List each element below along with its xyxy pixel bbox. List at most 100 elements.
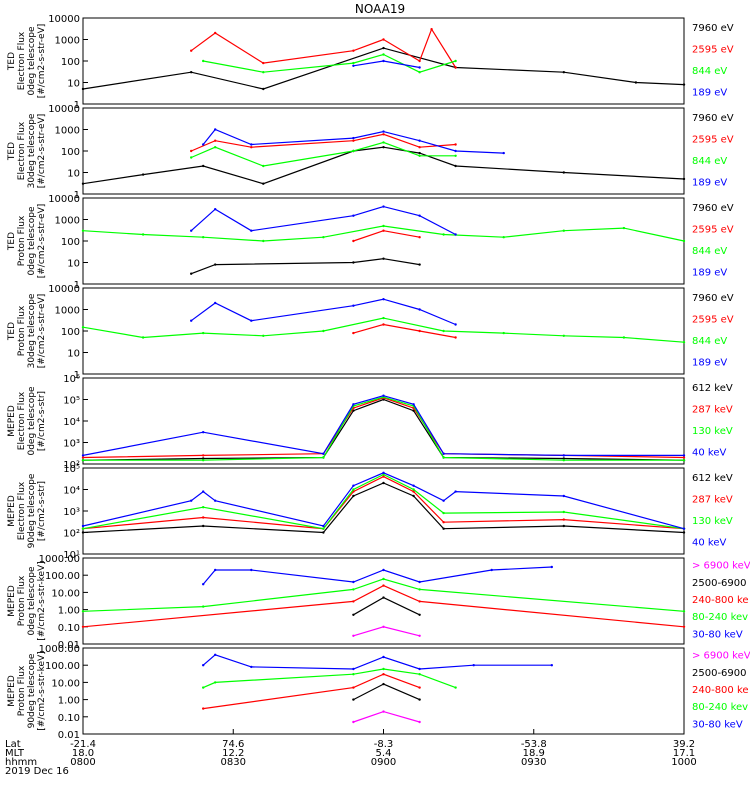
data-point	[352, 484, 355, 487]
y-axis-label: TED	[7, 142, 17, 161]
series-line-red	[190, 27, 457, 68]
y-axis-label: 30deg telescope	[27, 113, 37, 188]
data-point	[418, 588, 421, 591]
series-line-red	[82, 475, 685, 530]
data-point	[412, 490, 415, 493]
data-point	[202, 664, 205, 667]
data-point	[682, 83, 686, 86]
data-point	[322, 452, 325, 455]
x-tick-hhmm: 0930	[521, 757, 546, 768]
data-point	[454, 323, 457, 326]
y-tick-label: 10⁴	[63, 417, 80, 428]
data-point	[562, 510, 565, 514]
data-point	[352, 580, 355, 584]
series-line-red	[353, 230, 420, 242]
legend-entry: 844 eV	[692, 336, 727, 347]
series-line-magenta	[353, 710, 420, 723]
data-point	[382, 471, 385, 474]
data-point	[262, 87, 265, 91]
data-point	[250, 143, 253, 146]
panel-frame	[82, 197, 685, 285]
legend-entry: 189 eV	[692, 357, 727, 368]
data-point	[190, 319, 193, 322]
data-point	[418, 151, 421, 155]
panel-6: 10⁵ 10⁴ 10³ 10² 10¹ MEPED Electron Flux 90deg t…	[7, 464, 733, 561]
y-tick-label: 0.10	[58, 623, 80, 634]
data-point	[202, 583, 205, 586]
data-point	[81, 625, 85, 628]
series-line-green	[202, 668, 456, 689]
y-axis-label: MEPED	[7, 675, 17, 707]
data-point	[418, 214, 421, 217]
x-tick-lat: -21.4	[70, 739, 96, 750]
data-point	[682, 239, 686, 243]
data-point	[214, 499, 217, 502]
x-row-label: Lat	[5, 739, 21, 750]
y-axis-label: TED	[7, 232, 17, 251]
data-point	[418, 154, 421, 157]
data-point	[562, 494, 565, 498]
data-point	[550, 565, 553, 569]
data-point	[352, 600, 355, 603]
data-point	[418, 146, 421, 149]
data-point	[418, 667, 421, 671]
data-point	[141, 173, 145, 176]
y-tick-label: 10²	[63, 529, 80, 540]
legend-entry: 2595 eV	[692, 44, 734, 55]
data-point	[382, 53, 385, 56]
legend-entry: 240-800 ke	[692, 595, 749, 606]
x-tick-lat: 39.2	[673, 739, 695, 750]
data-point	[262, 71, 265, 74]
y-axis-label: 90deg telescope	[27, 653, 37, 728]
panel-3: 10000 1000 100 10 1 TED Proton Flux 0deg telesc…	[7, 194, 734, 291]
panel-7: 1000.00 100.00 10.00 1.00 0.10 0.01 MEPED Proto…	[7, 554, 750, 651]
data-point	[202, 164, 205, 168]
data-point	[81, 229, 85, 232]
y-tick-label: 10	[67, 349, 80, 360]
legend-entry: 30-80 keV	[692, 629, 743, 640]
data-point	[418, 686, 421, 689]
data-point	[682, 531, 686, 534]
y-tick-label: 10⁶	[63, 374, 80, 385]
data-point	[562, 459, 565, 462]
data-point	[562, 457, 565, 460]
data-point	[352, 239, 355, 243]
panel-1: 10000 1000 100 10 1 TED Electron Flux 0deg tele…	[7, 14, 734, 111]
legend-entry: 7960 eV	[692, 293, 734, 304]
data-point	[214, 208, 217, 211]
panel-4: 10000 1000 100 10 1 TED Proton Flux 30deg teles…	[7, 284, 734, 381]
data-point	[430, 28, 433, 31]
data-point	[352, 613, 355, 616]
panel-frame	[82, 287, 685, 375]
y-tick-label: 1	[74, 280, 80, 291]
data-point	[202, 331, 205, 335]
data-point	[382, 316, 385, 320]
y-axis-label: 0deg telescope	[27, 566, 37, 636]
series-line-blue	[353, 60, 420, 69]
y-tick-label: 10000	[48, 194, 80, 205]
data-point	[190, 71, 193, 74]
legend-entry: 7960 eV	[692, 23, 734, 34]
data-point	[550, 664, 553, 667]
data-point	[418, 613, 421, 616]
data-point	[442, 456, 445, 459]
data-point	[190, 49, 193, 52]
data-point	[682, 625, 686, 628]
series-line-blue	[82, 395, 684, 456]
series-line-black	[82, 482, 685, 534]
data-point	[322, 527, 325, 530]
y-axis-label: Proton Flux	[17, 215, 27, 266]
y-axis-label: MEPED	[7, 585, 17, 617]
panel-8: 1000.00 100.00 10.00 1.00 0.10 0.01 MEPED Proto…	[7, 644, 750, 741]
data-point	[418, 329, 421, 333]
data-point	[682, 459, 686, 462]
data-point	[352, 494, 355, 498]
data-point	[562, 454, 565, 457]
data-point	[682, 610, 686, 613]
y-axis-label: Electron Flux	[17, 121, 27, 180]
y-tick-label: 1000	[55, 216, 80, 227]
data-point	[442, 527, 445, 530]
data-point	[502, 236, 505, 239]
data-point	[202, 431, 205, 434]
data-point	[382, 133, 385, 136]
